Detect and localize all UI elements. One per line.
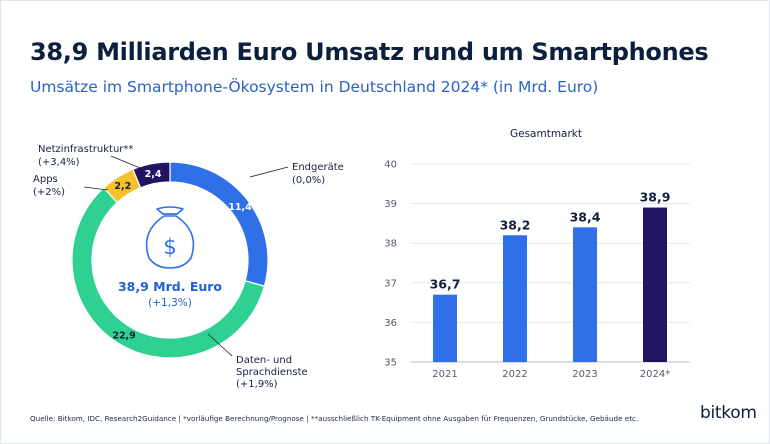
label-netz-name: Netzinfrastruktur** [38, 144, 133, 155]
bar-2024 [643, 207, 667, 362]
label-endgeraete-change: (0,0%) [292, 175, 325, 186]
bitkom-logo: bitkom [700, 403, 757, 423]
donut-chart: 11,4 22,9 2,2 2,4 [71, 161, 269, 359]
donut-center-total: 38,9 Mrd. Euro [118, 279, 222, 294]
label-daten-name-2: Sprachdienste [236, 367, 308, 378]
leader-line-netz [110, 155, 141, 169]
donut-labels: Netzinfrastruktur** (+3,4%) Apps (+2%) E… [33, 144, 344, 390]
label-daten-name-1: Daten- und [236, 355, 292, 366]
donut-slice-netz [132, 161, 171, 189]
bar-2023 [573, 227, 597, 362]
donut-value-endgeraete: 11,4 [228, 202, 252, 213]
leader-line-endgeraete [249, 166, 289, 178]
label-netz-change: (+3,4%) [38, 157, 80, 168]
page-subtitle: Umsätze im Smartphone-Ökosystem in Deuts… [30, 78, 599, 96]
bar-value-2022: 38,2 [500, 217, 531, 232]
label-apps-change: (+2%) [33, 187, 65, 198]
svg-text:$: $ [163, 235, 176, 259]
y-tick-39: 39 [384, 199, 397, 210]
label-daten-change: (+1,9%) [236, 379, 278, 390]
y-tick-38: 38 [384, 239, 397, 250]
money-bag-icon: $ [145, 206, 195, 269]
label-apps-name: Apps [33, 174, 58, 185]
bar-value-2021: 36,7 [430, 277, 461, 292]
bar-value-2023: 38,4 [570, 209, 601, 224]
y-tick-40: 40 [384, 160, 397, 171]
donut-value-netz: 2,4 [145, 169, 162, 180]
bar-chart-title: Gesamtmarkt [510, 128, 582, 140]
bar-2022 [503, 235, 527, 362]
leader-line-daten [207, 333, 233, 357]
bar-chart: 35 36 37 38 39 40 36,7 2021 38,2 2022 38,4 2023 38,9… [384, 160, 690, 380]
donut-center-change: (+1,3%) [148, 297, 192, 309]
x-tick-2023: 2023 [572, 369, 597, 380]
y-tick-37: 37 [384, 278, 397, 289]
leader-line-apps [83, 186, 109, 191]
y-tick-36: 36 [384, 318, 397, 329]
label-endgeraete-name: Endgeräte [292, 162, 344, 173]
page-title: 38,9 Milliarden Euro Umsatz rund um Smar… [30, 38, 709, 66]
bar-2021 [433, 294, 457, 362]
x-tick-2021: 2021 [432, 369, 457, 380]
donut-value-daten: 22,9 [112, 331, 135, 342]
bar-value-2024: 38,9 [640, 190, 671, 205]
y-tick-35: 35 [384, 358, 397, 369]
source-footnote: Quelle: Bitkom, IDC, Research2Guidance |… [30, 414, 639, 423]
donut-value-apps: 2,2 [114, 181, 131, 192]
x-tick-2022: 2022 [502, 369, 527, 380]
x-tick-2024: 2024* [640, 369, 670, 380]
